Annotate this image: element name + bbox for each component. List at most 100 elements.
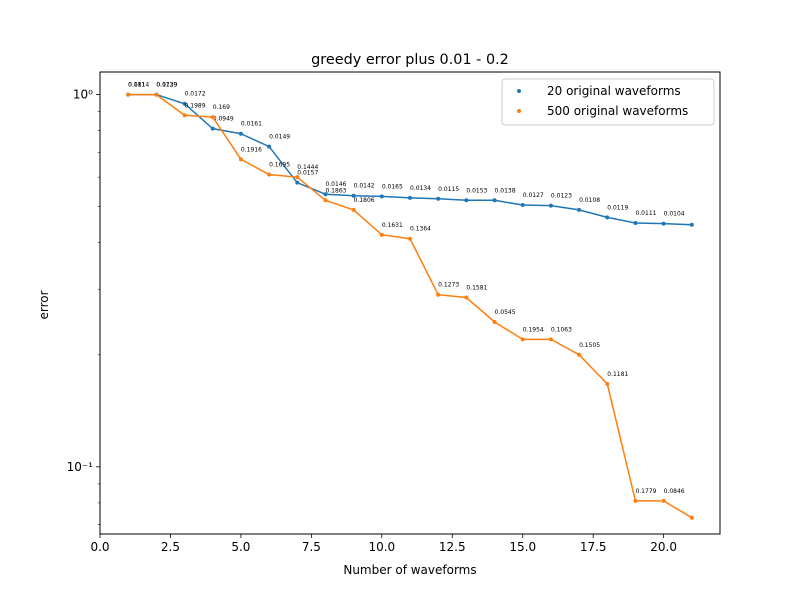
data-point (295, 180, 300, 185)
data-label: 0.0115 (438, 186, 459, 193)
data-point (408, 195, 412, 200)
data-label: 0.1505 (579, 342, 600, 349)
data-label: 0.169 (213, 104, 230, 111)
data-label: 0.0157 (297, 170, 318, 177)
data-label: 0.0172 (185, 91, 206, 98)
data-label: 0.1364 (410, 226, 431, 233)
data-point (210, 115, 215, 120)
data-label: 0.0146 (325, 181, 346, 188)
data-label: 0.011 (128, 82, 145, 89)
x-tick-label: 10.0 (368, 540, 395, 554)
data-label: 0.1954 (523, 326, 544, 333)
data-point (689, 222, 694, 227)
data-label: 0.1729 (156, 82, 177, 89)
data-point (379, 232, 384, 237)
y-tick-label: 10⁻¹ (67, 460, 94, 474)
plot-area: 0.011 0.0139 0.0172 0.0949 0.0161 0.0149 0.015… (126, 82, 694, 520)
data-point (408, 236, 412, 241)
legend-marker (517, 89, 521, 93)
data-label: 0.0153 (466, 187, 487, 194)
data-label: 0.1814 (128, 82, 149, 89)
data-label: 0.1695 (269, 162, 290, 169)
data-point (154, 92, 159, 97)
data-point (520, 203, 525, 208)
data-point (689, 515, 694, 520)
x-tick-label: 2.5 (161, 540, 180, 554)
data-label: 0.1806 (354, 197, 375, 204)
data-point (548, 337, 553, 342)
data-label: 0.0142 (354, 183, 375, 190)
data-point (492, 319, 497, 324)
data-label: 0.1181 (607, 371, 628, 378)
data-point (238, 157, 243, 162)
x-axis: 0.0 2.5 5.0 7.5 10.0 12.5 15.0 17.5 20.0 (90, 534, 677, 554)
data-label: 0.0134 (410, 185, 431, 192)
data-point (661, 221, 666, 226)
data-point (323, 192, 328, 197)
data-label: 0.0111 (635, 210, 656, 217)
data-point (464, 198, 469, 203)
series-2: 0.1814 0.1729 0.1989 0.169 0.1916 0.1695 0.144… (126, 82, 694, 520)
x-tick-label: 12.5 (439, 540, 466, 554)
data-point (182, 101, 187, 106)
data-label: 0.0545 (495, 309, 516, 316)
x-tick-label: 0.0 (90, 540, 109, 554)
data-point (661, 498, 666, 503)
data-label: 0.1273 (438, 282, 459, 289)
series-1: 0.011 0.0139 0.0172 0.0949 0.0161 0.0149 0.015… (126, 82, 694, 227)
data-label: 0.1631 (382, 222, 403, 229)
legend-box (501, 78, 715, 126)
x-tick-label: 7.5 (302, 540, 321, 554)
data-point (126, 92, 131, 97)
data-label: 0.0123 (551, 193, 572, 200)
x-axis-title: Number of waveforms (343, 563, 476, 577)
data-point (379, 194, 384, 199)
data-point (351, 193, 356, 198)
x-tick-label: 15.0 (509, 540, 536, 554)
data-point (351, 207, 356, 212)
data-label: 0.0138 (495, 187, 516, 194)
series-line (128, 93, 693, 519)
data-point (577, 207, 582, 212)
legend-label: 20 original waveforms (547, 84, 681, 98)
data-label: 0.0108 (579, 197, 600, 204)
y-axis-title: error (37, 290, 51, 319)
data-label: 0.0104 (664, 211, 685, 218)
data-point (436, 292, 441, 297)
data-label: 0.1863 (325, 187, 346, 194)
data-label: 0.1989 (185, 102, 206, 109)
data-label: 0.1916 (241, 146, 262, 153)
data-point (295, 175, 300, 180)
y-axis: 10⁻¹ 10⁰ (67, 88, 100, 525)
data-label: 0.1063 (551, 326, 572, 333)
data-point (267, 172, 272, 177)
x-tick-label: 20.0 (650, 540, 677, 554)
data-point (605, 215, 610, 220)
data-point (548, 203, 553, 208)
data-label: 0.0165 (382, 183, 403, 190)
data-label: 0.1779 (635, 488, 656, 495)
data-point (464, 295, 469, 300)
data-point (633, 498, 638, 503)
data-label: 0.0846 (664, 488, 685, 495)
data-label: 0.0119 (607, 204, 628, 211)
data-point (633, 220, 638, 225)
data-label: 0.1581 (466, 285, 487, 292)
data-label: 0.0949 (213, 116, 234, 123)
data-point (492, 198, 497, 203)
data-point (436, 196, 441, 201)
data-label: 0.0161 (241, 121, 262, 128)
data-point (182, 113, 187, 118)
data-point (520, 337, 525, 342)
data-point (267, 144, 272, 149)
legend-marker (517, 109, 521, 113)
data-point (577, 352, 582, 357)
legend: 20 original waveforms 500 original wavefo… (501, 78, 715, 126)
data-label: 0.0127 (523, 192, 544, 199)
data-point (238, 131, 243, 136)
data-point (605, 381, 610, 386)
data-label: 0.0149 (269, 134, 290, 141)
data-label: 0.1444 (297, 164, 318, 171)
data-label: 0.0139 (156, 82, 177, 89)
